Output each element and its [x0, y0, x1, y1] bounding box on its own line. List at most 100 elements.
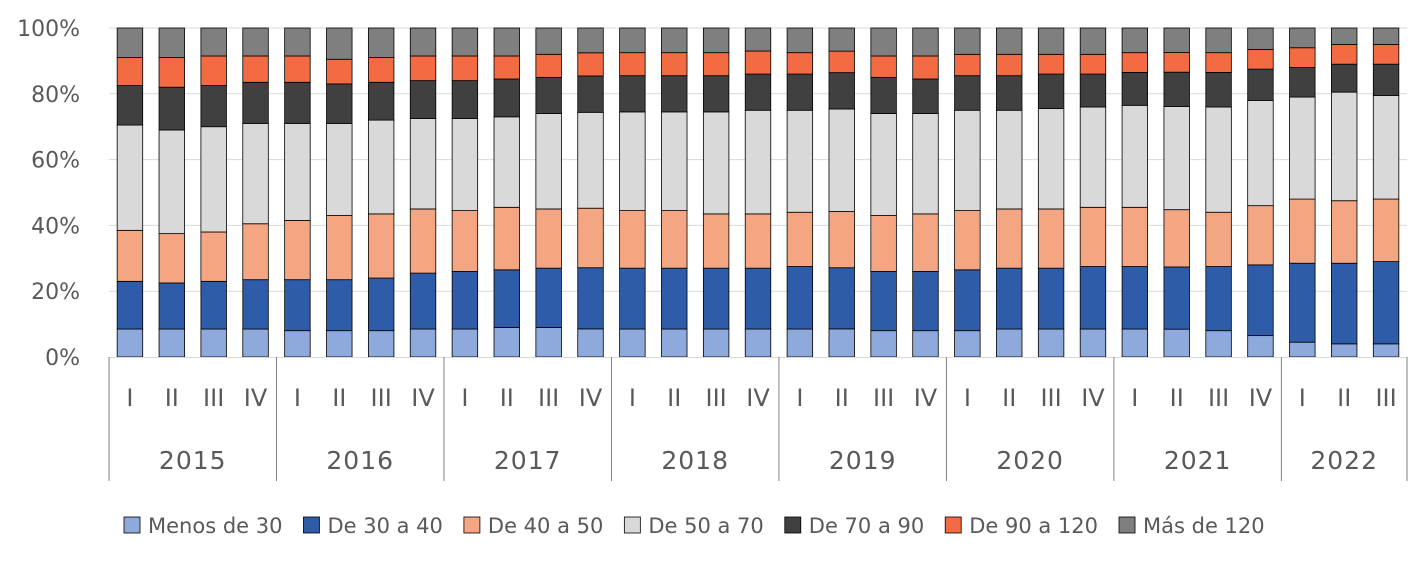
- bar-segment: [1037, 53, 1065, 75]
- x-tick-label: III: [1208, 384, 1229, 412]
- bar-segment: [661, 267, 688, 330]
- bar-segment: [1205, 266, 1232, 332]
- bar-segment: [786, 211, 814, 267]
- bar-segment: [1205, 106, 1232, 213]
- bar-segment: [619, 210, 646, 269]
- y-tick-label: 0%: [45, 346, 80, 371]
- bar-segment: [535, 267, 562, 328]
- bar-segment: [1247, 99, 1274, 207]
- bar-segment: [954, 109, 981, 211]
- bar-segment: [284, 27, 311, 57]
- bar-segment: [1289, 96, 1316, 200]
- bar-segment: [1247, 27, 1274, 50]
- bar-segment: [870, 76, 897, 114]
- bar-segment: [661, 328, 688, 358]
- x-tick-label: II: [835, 384, 849, 412]
- bar-segment: [996, 267, 1023, 330]
- bar-segment: [1163, 328, 1190, 358]
- bar-segment: [1121, 104, 1149, 208]
- bar-segment: [284, 123, 311, 221]
- x-tick-label: II: [1337, 384, 1351, 412]
- x-tick-label: I: [796, 384, 803, 412]
- bar-segment: [1289, 67, 1316, 98]
- bar-segment: [1079, 106, 1107, 208]
- bar-segment: [1331, 343, 1358, 358]
- bar-segment: [326, 279, 353, 332]
- bar-segment: [451, 118, 479, 211]
- bar-segment: [702, 27, 730, 54]
- bar-segment: [242, 123, 269, 225]
- x-tick-label: I: [629, 384, 636, 412]
- bar-segment: [367, 213, 395, 279]
- bar-segment: [870, 215, 897, 272]
- bar-segment: [367, 277, 395, 332]
- bar-segment: [409, 208, 437, 274]
- bar-segment: [116, 124, 144, 231]
- bar-segment: [493, 326, 520, 358]
- bar-segment: [1331, 91, 1358, 202]
- bar-segment: [1163, 52, 1190, 73]
- bar-segment: [158, 328, 185, 358]
- bar-segment: [1372, 27, 1400, 45]
- bar-segment: [870, 27, 897, 57]
- bar-segment: [1121, 206, 1149, 267]
- bar-segment: [535, 53, 562, 78]
- bar-segment: [326, 27, 353, 60]
- legend-swatch: [303, 516, 320, 534]
- bar-segment: [702, 267, 730, 330]
- bar-segment: [954, 269, 981, 332]
- bar-segment: [242, 279, 269, 330]
- year-label: 2020: [996, 446, 1064, 475]
- bar-segment: [158, 57, 185, 88]
- bar-segment: [828, 50, 855, 74]
- bar-segment: [744, 267, 772, 330]
- bar-segment: [1372, 63, 1400, 96]
- bar-segment: [1163, 71, 1190, 107]
- bar-segment: [158, 282, 185, 330]
- bar-segment: [326, 58, 353, 85]
- bar-segment: [996, 53, 1023, 77]
- x-tick-label: IV: [1249, 384, 1273, 412]
- bar-segment: [1037, 267, 1065, 330]
- bar-segment: [912, 55, 939, 80]
- bar-segment: [577, 328, 604, 358]
- x-tick-label: I: [461, 384, 468, 412]
- bar-segment: [451, 271, 479, 330]
- bar-segment: [619, 328, 646, 358]
- bar-segment: [1331, 63, 1358, 93]
- bar-segment: [912, 213, 939, 272]
- bar-segment: [493, 78, 520, 118]
- bar-segment: [1372, 44, 1400, 65]
- y-tick-label: 20%: [31, 280, 80, 305]
- bar-segment: [828, 328, 855, 358]
- bar-segment: [954, 53, 981, 77]
- bar-segment: [1331, 200, 1358, 264]
- bar-segment: [1037, 108, 1065, 210]
- bar-segment: [242, 328, 269, 358]
- bar-segment: [1079, 328, 1107, 358]
- year-label: 2021: [1164, 446, 1232, 475]
- x-tick-label: III: [371, 384, 392, 412]
- x-tick-label: I: [294, 384, 301, 412]
- bar-segment: [954, 27, 981, 55]
- bar-segment: [1121, 27, 1149, 54]
- bar-segment: [1037, 27, 1065, 55]
- bar-segment: [200, 55, 227, 86]
- bar-segment: [744, 328, 772, 358]
- legend-swatch: [463, 516, 481, 534]
- x-tick-label: III: [1375, 384, 1396, 412]
- bar-segment: [535, 76, 562, 114]
- bar-segment: [744, 73, 772, 111]
- bar-segment: [1372, 343, 1400, 358]
- bar-segment: [1163, 27, 1190, 53]
- bar-segment: [1289, 27, 1316, 49]
- bar-segment: [158, 129, 185, 235]
- legend-label: De 90 a 120: [969, 514, 1098, 538]
- bar-segment: [786, 109, 814, 213]
- bar-segment: [1079, 53, 1107, 75]
- bar-segment: [493, 206, 520, 271]
- bar-segment: [828, 267, 855, 330]
- bar-segment: [284, 55, 311, 83]
- bar-segment: [493, 269, 520, 328]
